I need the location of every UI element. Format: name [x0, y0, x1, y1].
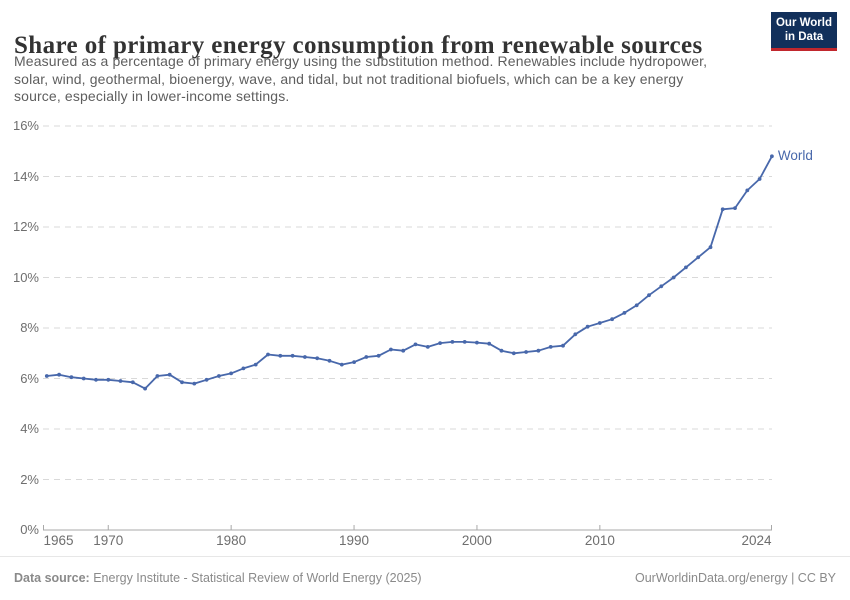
subtitle-line: Measured as a percentage of primary ener… [14, 53, 708, 69]
subtitle-line: solar, wind, geothermal, bioenergy, wave… [14, 70, 684, 87]
data-point [499, 348, 504, 353]
y-axis-label: 2% [20, 471, 39, 487]
data-point [548, 345, 553, 349]
data-point [708, 245, 713, 250]
credit-link[interactable]: OurWorldinData.org/energy | CC BY [634, 571, 836, 585]
data-point [327, 358, 332, 363]
data-point [597, 321, 602, 325]
data-point [69, 375, 74, 380]
x-axis-label: 1965 [43, 533, 74, 548]
data-point [180, 380, 184, 385]
chart-title: Share of primary energy consumption from… [14, 31, 703, 59]
data-point [647, 293, 651, 298]
data-point [57, 372, 61, 377]
data-source-text: Energy Institute - Statistical Review of… [89, 571, 422, 585]
x-axis-label: 1980 [216, 533, 247, 548]
data-point [425, 345, 430, 349]
data-point [450, 340, 455, 344]
data-point [278, 353, 283, 358]
data-point [130, 380, 135, 385]
data-point [684, 265, 688, 270]
y-axis-label: 0% [20, 522, 39, 537]
data-point [696, 255, 701, 260]
data-point [659, 284, 664, 289]
data-point [462, 340, 467, 344]
y-axis-label: 10% [12, 269, 39, 285]
y-axis-label: 8% [20, 320, 39, 335]
data-point [610, 317, 614, 322]
data-point [352, 360, 356, 364]
data-source: Data source: Energy Institute - Statisti… [14, 571, 422, 585]
data-point [487, 341, 492, 346]
data-point [253, 362, 258, 367]
data-point [118, 379, 123, 383]
y-axis-label: 12% [12, 219, 39, 234]
y-axis-label: 4% [20, 421, 39, 436]
data-point [229, 371, 234, 376]
x-axis-label: 2010 [584, 533, 615, 548]
x-axis-label: 2024 [741, 533, 772, 548]
owid-logo[interactable]: Our World in Data [771, 12, 837, 51]
data-point [94, 377, 98, 382]
data-point [364, 355, 369, 359]
y-axis-label: 6% [20, 370, 39, 386]
series-label-world: World [777, 148, 813, 164]
data-point [106, 377, 111, 382]
data-point [757, 177, 762, 181]
data-point [585, 324, 590, 329]
data-point [561, 343, 565, 348]
data-point [438, 341, 442, 345]
data-point [303, 355, 307, 359]
data-point [81, 376, 86, 381]
data-point [622, 311, 627, 315]
data-point [524, 350, 528, 354]
subtitle-line: source, especially in lower-income setti… [14, 88, 290, 104]
data-point [167, 372, 172, 377]
data-source-label: Data source: [14, 571, 90, 585]
data-point [634, 303, 639, 308]
data-point [733, 206, 737, 211]
data-point [475, 340, 479, 345]
chart-footer: Data source: Energy Institute - Statisti… [0, 556, 850, 600]
world-series-line [45, 155, 773, 390]
data-point [217, 374, 221, 378]
x-axis-label: 1970 [93, 533, 124, 548]
logo-text-line1: Our World [775, 17, 832, 29]
data-point [155, 374, 160, 378]
data-point [671, 275, 676, 280]
data-point [536, 348, 541, 353]
data-point [745, 188, 750, 193]
x-axis-label: 1990 [339, 533, 370, 548]
data-point [401, 348, 406, 353]
data-point [413, 342, 418, 347]
data-point [266, 352, 270, 357]
data-point [770, 154, 774, 159]
data-point [143, 386, 148, 391]
data-point [241, 366, 246, 371]
logo-text-line2: in Data [784, 31, 824, 43]
data-point [376, 353, 381, 358]
x-axis-label: 2000 [461, 533, 492, 548]
data-point [315, 356, 320, 361]
data-point [204, 377, 209, 382]
data-point [389, 347, 393, 352]
data-point [720, 207, 725, 212]
data-point [511, 351, 516, 356]
y-axis-label: 16% [12, 118, 39, 133]
data-point [290, 353, 295, 358]
data-point [44, 374, 49, 378]
data-point [192, 381, 197, 386]
data-point [339, 362, 344, 367]
chart-subtitle: Measured as a percentage of primary ener… [14, 53, 764, 106]
data-point [573, 332, 578, 337]
y-axis-label: 14% [12, 168, 39, 184]
